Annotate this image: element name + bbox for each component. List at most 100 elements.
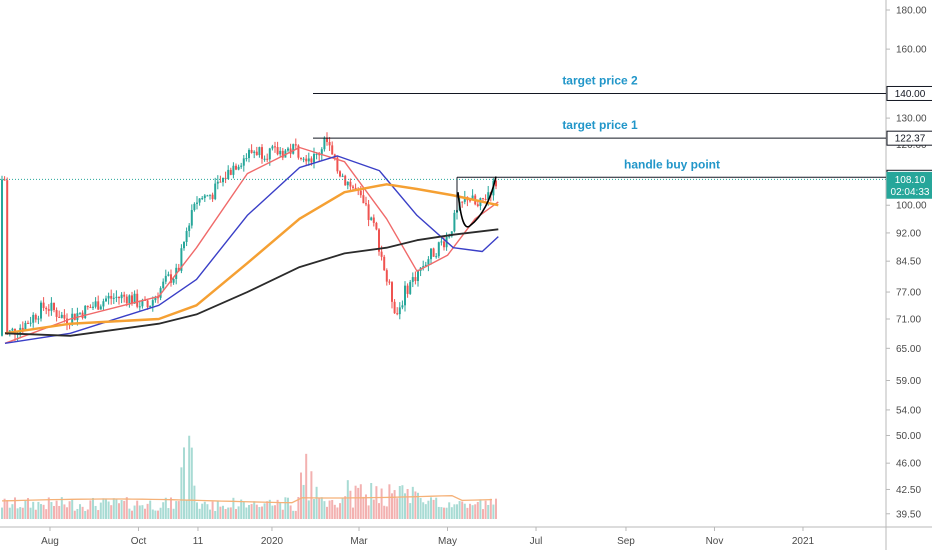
volume-bar — [29, 507, 32, 519]
volume-bar — [138, 505, 141, 519]
volume-bar — [289, 505, 292, 519]
candle-body — [245, 158, 248, 160]
volume-bar — [102, 498, 105, 519]
candle-body — [424, 264, 427, 267]
price-tick-label: 39.50 — [896, 509, 921, 520]
volume-bar — [8, 507, 11, 519]
candle-body — [331, 145, 334, 155]
candle-body — [125, 296, 128, 304]
volume-bar — [458, 501, 461, 519]
moving-average-line — [4, 146, 499, 344]
volume-bar — [170, 497, 172, 519]
volume-bar — [336, 507, 339, 519]
candle-body — [406, 285, 409, 294]
price-tick-label: 54.00 — [896, 405, 921, 416]
candle-body — [370, 217, 373, 220]
candle-body — [211, 194, 214, 200]
volume-bar — [128, 508, 131, 519]
candle-body — [242, 158, 245, 166]
volume-bar — [435, 497, 438, 519]
candle-body — [180, 248, 183, 271]
candle-body — [188, 225, 191, 231]
volume-bar — [14, 497, 16, 519]
volume-bar — [333, 504, 336, 519]
volume-bar — [16, 508, 19, 519]
volume-bar — [68, 501, 71, 519]
volume-bar — [453, 504, 456, 519]
volume-bar — [344, 496, 347, 519]
volume-bar — [320, 497, 323, 519]
candle-body — [362, 195, 365, 204]
volume-bar — [463, 503, 466, 519]
volume-bar — [94, 505, 97, 519]
volume-bar — [214, 510, 217, 519]
volume-bar — [383, 505, 386, 519]
candle-body — [34, 314, 37, 320]
candle-body — [435, 256, 438, 258]
candle-body — [115, 296, 118, 298]
volume-bar — [445, 507, 448, 519]
candle-body — [107, 295, 110, 299]
volume-bar — [346, 480, 349, 519]
annotation-label: target price 1 — [562, 118, 638, 132]
volume-bar — [136, 500, 139, 519]
volume-bar — [302, 484, 305, 519]
candle-body — [326, 137, 328, 142]
candle-body — [24, 322, 27, 331]
annotation-label: handle buy point — [624, 157, 720, 171]
volume-bar — [203, 501, 206, 519]
volume-bar — [222, 505, 224, 519]
moving-average-line — [4, 228, 499, 337]
candle-body — [177, 267, 180, 271]
volume-bar — [305, 453, 308, 519]
candle-body — [365, 203, 367, 205]
volume-bar — [224, 508, 227, 519]
candle-body — [258, 147, 261, 156]
candle-body — [224, 177, 227, 180]
candle-body — [430, 248, 432, 260]
volume-bar — [201, 503, 204, 519]
candle-body — [281, 150, 284, 158]
volume-bar — [105, 498, 107, 519]
candle-body — [149, 305, 152, 308]
candle-body — [193, 203, 196, 211]
volume-bar — [248, 504, 250, 519]
candle-body — [287, 148, 289, 151]
time-tick-label: 2020 — [261, 536, 284, 547]
candle-body — [307, 158, 310, 162]
volume-bar — [393, 490, 396, 519]
price-tick-label: 71.00 — [896, 315, 921, 326]
candle-body — [110, 295, 113, 299]
volume-bar — [34, 509, 37, 519]
volume-bar — [110, 505, 113, 519]
candle-body — [398, 307, 401, 315]
volume-bar — [193, 485, 196, 519]
volume-bar — [419, 498, 422, 519]
volume-bar — [250, 504, 253, 519]
volume-bar — [357, 487, 360, 519]
candle-body — [1, 179, 3, 336]
candle-body — [162, 281, 165, 289]
candle-body — [409, 281, 412, 294]
volume-bar — [253, 501, 256, 519]
volume-bar — [495, 498, 497, 519]
volume-bar — [73, 510, 76, 519]
volume-bar — [339, 503, 341, 519]
volume-bar — [196, 502, 198, 519]
candle-body — [339, 171, 341, 177]
volume-bar — [466, 507, 469, 519]
time-tick-label: 2021 — [792, 536, 815, 547]
annotation-label: target price 2 — [562, 73, 638, 87]
volume-bar — [232, 497, 235, 519]
price-tag-label: 02:04:33 — [891, 187, 930, 198]
volume-bar — [474, 504, 477, 519]
moving-average-line — [4, 183, 499, 335]
volume-bar — [487, 504, 490, 519]
volume-bar — [177, 501, 180, 519]
candle-body — [190, 210, 193, 226]
volume-bar — [432, 499, 435, 519]
candle-body — [138, 306, 141, 308]
candle-body — [336, 157, 339, 172]
